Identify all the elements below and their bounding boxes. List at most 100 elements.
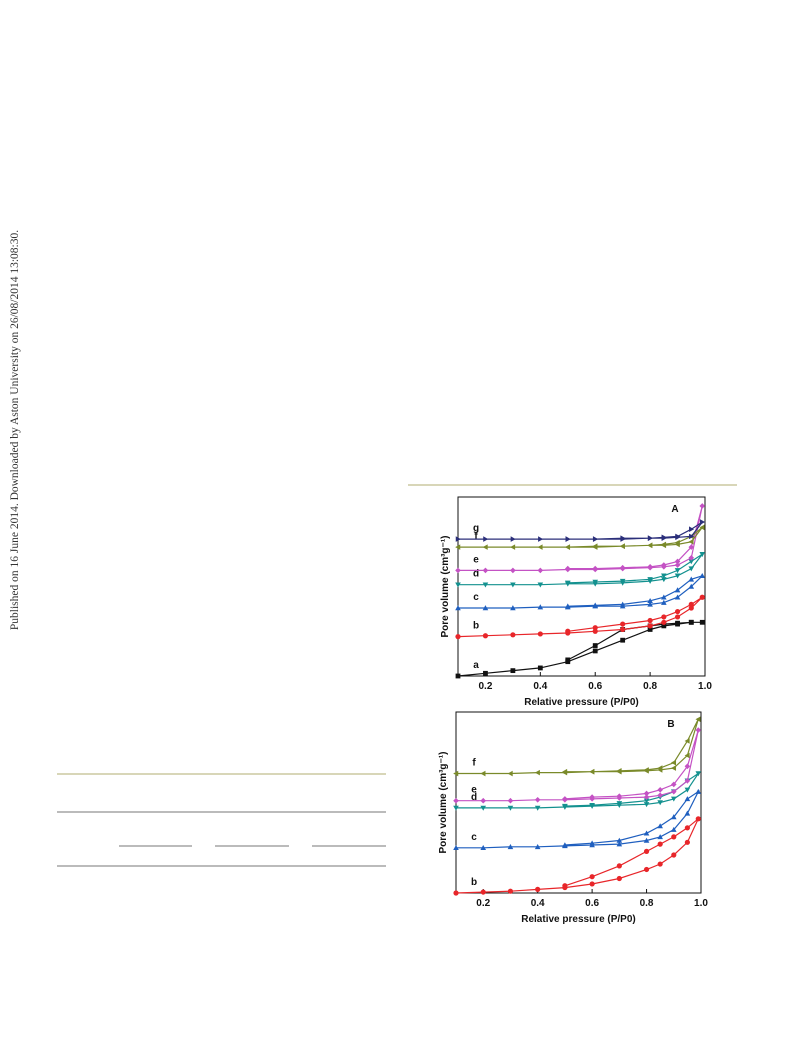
data-point (592, 643, 598, 648)
data-point (455, 582, 461, 588)
data-point (688, 538, 694, 545)
data-point (480, 797, 487, 804)
data-point (675, 533, 681, 540)
data-point (699, 552, 706, 558)
data-point (510, 668, 516, 674)
data-point (534, 844, 541, 850)
series-label: c (473, 592, 479, 603)
data-point (565, 536, 571, 542)
data-point (657, 792, 663, 799)
data-point (564, 544, 571, 550)
data-point (647, 617, 653, 624)
series-label: b (471, 877, 477, 888)
data-point (661, 534, 667, 541)
series-label: a (473, 660, 479, 671)
data-point (455, 544, 461, 550)
data-point (699, 524, 705, 531)
data-point (510, 567, 516, 574)
panel-label: B (667, 719, 674, 730)
data-point (589, 840, 595, 846)
series-label: e (473, 554, 479, 565)
data-point (643, 802, 650, 808)
data-point (670, 781, 677, 788)
data-point (455, 567, 461, 574)
data-point (688, 544, 695, 550)
x-tick-label: 0.4 (531, 898, 545, 909)
data-point (537, 665, 543, 671)
data-point (674, 608, 681, 615)
data-point (480, 889, 486, 895)
data-point (537, 567, 544, 574)
data-point (661, 619, 667, 625)
data-point (510, 582, 516, 588)
data-point (619, 564, 626, 571)
data-point (657, 765, 663, 771)
data-point (643, 866, 650, 873)
data-point (562, 803, 568, 809)
data-point (453, 844, 459, 850)
x-tick-label: 0.2 (478, 681, 492, 692)
data-point (619, 543, 625, 550)
data-point (699, 572, 706, 578)
data-point (616, 841, 623, 847)
data-point (695, 788, 702, 794)
data-point (562, 768, 568, 775)
series-label: e (471, 785, 477, 796)
data-point (661, 614, 667, 620)
x-tick-label: 0.8 (643, 681, 657, 692)
data-point (647, 535, 653, 541)
data-point (564, 603, 571, 609)
data-point (619, 601, 626, 607)
data-point (674, 573, 681, 579)
data-point (534, 805, 541, 811)
data-point (483, 670, 488, 676)
data-point (507, 844, 514, 850)
series-label: b (473, 621, 479, 632)
data-point (562, 842, 568, 848)
data-point (483, 536, 489, 542)
data-point (592, 536, 599, 542)
data-point (670, 814, 677, 820)
data-point (589, 874, 595, 880)
data-point (482, 582, 489, 588)
data-point (643, 848, 650, 854)
data-point (643, 837, 650, 843)
data-point (589, 881, 595, 887)
data-point (688, 619, 694, 625)
data-point (616, 801, 623, 807)
data-point (657, 823, 663, 829)
data-point (688, 566, 695, 572)
series-label: c (471, 832, 477, 843)
data-point (562, 796, 568, 802)
data-point (480, 770, 486, 777)
data-point (674, 539, 680, 546)
data-point (661, 599, 667, 605)
data-point (684, 752, 690, 759)
data-point (534, 769, 540, 776)
data-point (689, 526, 695, 533)
data-point (670, 826, 677, 832)
data-point (453, 890, 459, 896)
data-point (674, 558, 681, 565)
data-point (657, 800, 663, 806)
data-point (620, 637, 626, 643)
data-point (507, 888, 514, 894)
series-label: f (472, 758, 476, 769)
data-point (684, 796, 691, 802)
data-point (699, 503, 706, 509)
data-point (620, 621, 626, 627)
data-point (507, 797, 514, 804)
x-tick-label: 0.6 (588, 681, 602, 692)
data-point (592, 648, 598, 654)
data-point (657, 861, 663, 867)
data-point (647, 542, 653, 549)
x-tick-label: 0.6 (585, 898, 599, 909)
data-point (657, 787, 663, 793)
data-point (592, 565, 599, 572)
data-point (661, 541, 667, 548)
data-point (684, 787, 691, 793)
data-point (564, 565, 571, 572)
series-line (456, 718, 699, 775)
data-point (537, 544, 543, 550)
